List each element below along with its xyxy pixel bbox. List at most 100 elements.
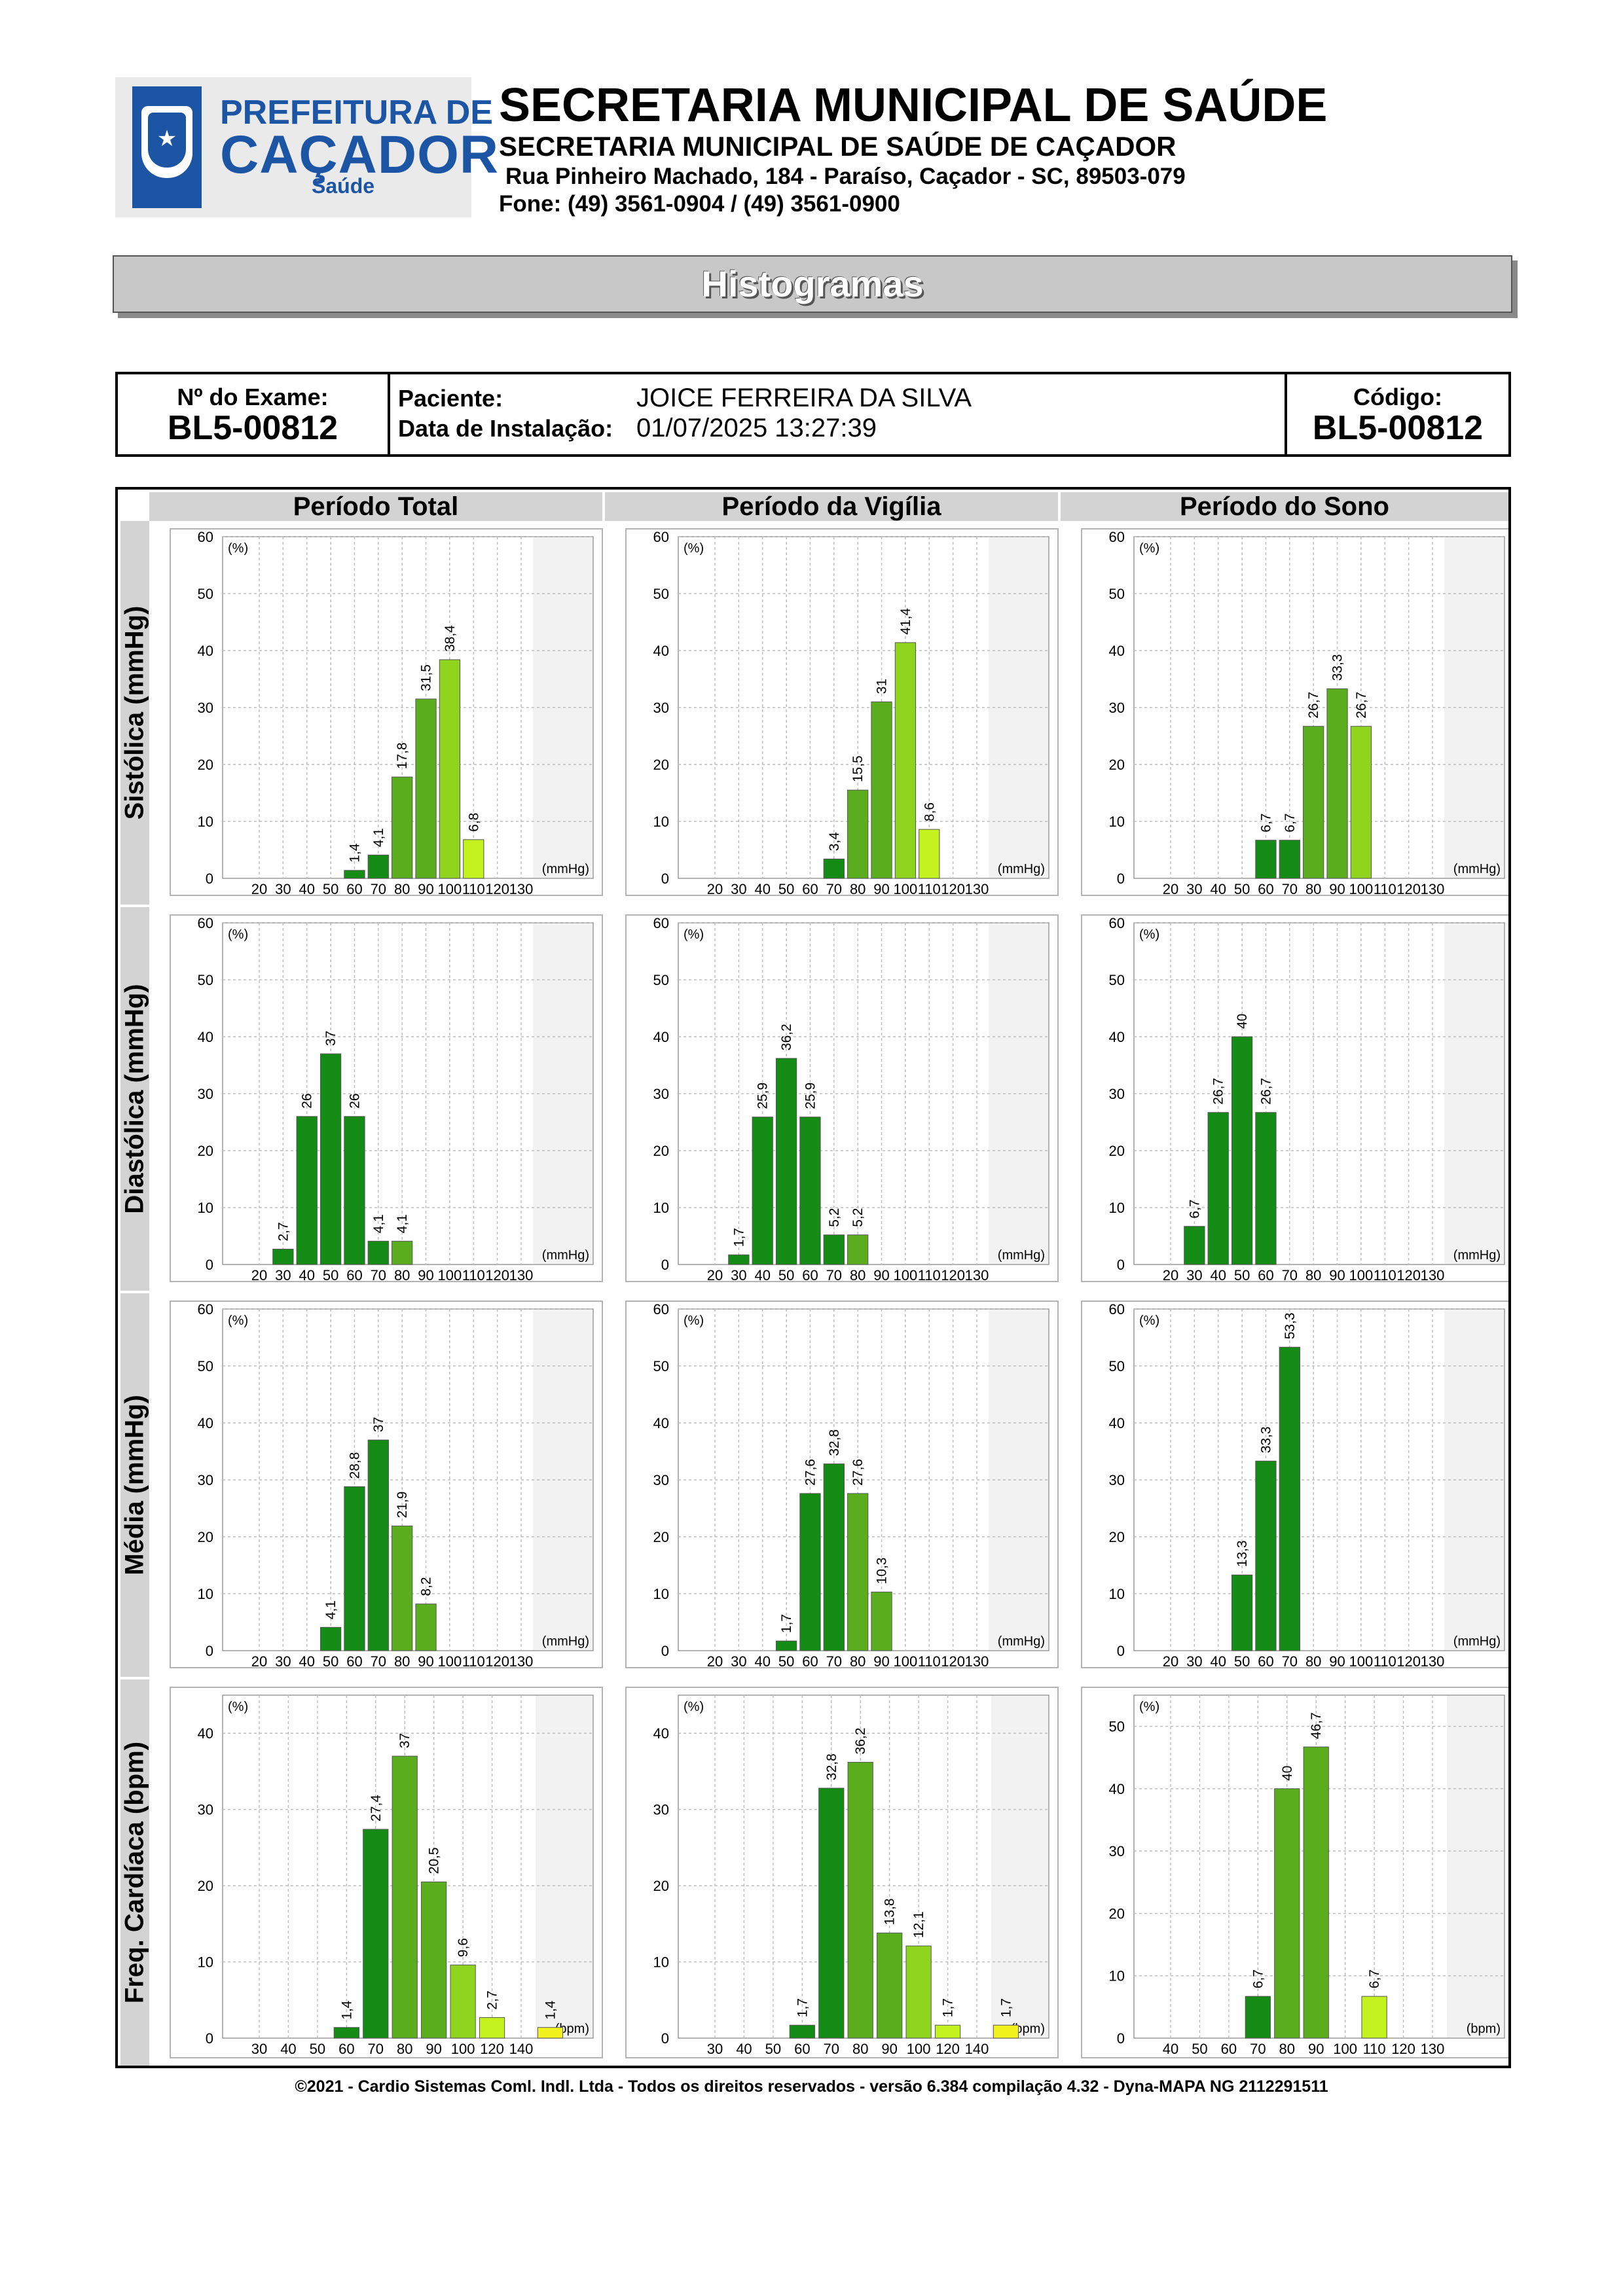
- bar-value-label: 21,9: [395, 1492, 410, 1518]
- x-axis-label: (mmHg): [998, 1634, 1045, 1649]
- x-tick-label: 110: [462, 1267, 485, 1283]
- histogram-3-2: 0 10 20 30 40 50 40 50 60 70 80 90 100 110 120 130 (%) (b…: [1081, 1687, 1508, 2058]
- row-header-media: Média (mmHg): [120, 1293, 149, 1677]
- bar-value-label: 26,7: [1354, 692, 1369, 719]
- x-tick-label: 80: [850, 1267, 866, 1283]
- x-tick-label: 90: [418, 1267, 433, 1283]
- x-tick-label: 40: [736, 2041, 752, 2057]
- y-tick-label: 10: [653, 1586, 669, 1602]
- x-tick-label: 100: [1333, 2041, 1357, 2057]
- x-tick-label: 40: [1210, 1653, 1226, 1670]
- x-tick-label: 80: [394, 1267, 410, 1283]
- x-tick-label: 110: [462, 1653, 485, 1670]
- x-tick-label: 70: [1282, 1653, 1298, 1670]
- x-tick-label: 90: [873, 1267, 889, 1283]
- histogram-grid: Período Total Período da Vigília Período…: [115, 487, 1511, 2068]
- y-axis-label: (%): [228, 1700, 248, 1714]
- install-date-label: Data de Instalação:: [398, 415, 613, 442]
- y-tick-label: 10: [653, 1200, 669, 1216]
- histogram-bar: [799, 1493, 821, 1651]
- x-tick-label: 120: [1396, 1653, 1421, 1670]
- histogram-bar: [871, 1591, 892, 1651]
- x-tick-label: 100: [894, 1267, 918, 1283]
- y-tick-label: 0: [661, 2030, 669, 2047]
- bar-value-label: 17,8: [395, 742, 410, 769]
- histogram-bar: [993, 2024, 1019, 2039]
- histogram-bar: [392, 1525, 413, 1651]
- histogram-0-0: 0 10 20 30 40 50 60 20 30 40 50 60 70 80 90 100 110 120 13…: [170, 528, 603, 897]
- x-tick-label: 70: [826, 1653, 842, 1670]
- bar-value-label: 5,2: [850, 1208, 866, 1227]
- y-tick-label: 50: [653, 586, 669, 602]
- bar-value-label: 38,4: [443, 625, 458, 652]
- x-tick-label: 50: [323, 1267, 338, 1283]
- x-tick-label: 130: [1421, 1653, 1445, 1670]
- histogram-bar: [1255, 1112, 1277, 1265]
- x-tick-label: 120: [485, 1267, 509, 1283]
- x-tick-label: 70: [371, 1267, 386, 1283]
- bar-value-label: 1,4: [543, 2000, 558, 2020]
- y-tick-label: 20: [1109, 757, 1125, 773]
- x-tick-label: 120: [1396, 881, 1421, 897]
- y-axis-label: (%): [228, 927, 248, 942]
- histogram-bar: [367, 854, 389, 879]
- bar-value-label: 1,4: [339, 2000, 354, 2020]
- x-tick-label: 50: [778, 1267, 794, 1283]
- y-tick-label: 30: [653, 1802, 669, 1818]
- x-tick-label: 110: [462, 881, 485, 897]
- y-tick-label: 0: [206, 1643, 213, 1659]
- y-tick-label: 20: [198, 757, 213, 773]
- column-header-sono: Período do Sono: [1061, 492, 1508, 521]
- histogram-bar: [752, 1117, 773, 1265]
- x-tick-label: 20: [707, 881, 723, 897]
- x-tick-label: 70: [826, 1267, 842, 1283]
- x-tick-label: 90: [1329, 1267, 1345, 1283]
- x-tick-label: 120: [1396, 1267, 1421, 1283]
- histogram-bar: [1361, 1996, 1387, 2039]
- bar-value-label: 10,3: [875, 1558, 890, 1585]
- y-tick-label: 10: [198, 1586, 213, 1602]
- x-tick-label: 70: [1250, 2041, 1266, 2057]
- histogram-bar: [1255, 1460, 1277, 1651]
- bar-value-label: 40: [1235, 1014, 1250, 1029]
- x-tick-label: 30: [1186, 1267, 1202, 1283]
- y-tick-label: 10: [653, 814, 669, 830]
- x-tick-label: 110: [918, 1653, 941, 1670]
- x-tick-label: 120: [941, 881, 965, 897]
- bar-value-label: 26,7: [1211, 1078, 1226, 1105]
- histogram-bar: [871, 701, 892, 879]
- bar-value-label: 27,6: [803, 1459, 818, 1486]
- x-tick-label: 20: [707, 1653, 723, 1670]
- histogram-bar: [344, 1486, 365, 1651]
- y-tick-label: 50: [1109, 972, 1125, 988]
- histogram-1-0: 0 10 20 30 40 50 60 20 30 40 50 60 70 80 90 100 110 120 13…: [170, 914, 603, 1283]
- x-tick-label: 80: [397, 2041, 412, 2057]
- histogram-bar: [1207, 1112, 1229, 1265]
- y-tick-label: 60: [198, 529, 213, 545]
- x-tick-label: 40: [1210, 1267, 1226, 1283]
- y-tick-label: 10: [1109, 1200, 1125, 1216]
- y-tick-label: 20: [198, 1878, 213, 1894]
- histogram-bar: [775, 1640, 797, 1651]
- histogram-bar: [1279, 840, 1300, 879]
- y-tick-label: 0: [206, 870, 213, 887]
- y-tick-label: 0: [661, 1257, 669, 1273]
- y-tick-label: 10: [198, 1954, 213, 1971]
- page-subtitle: SECRETARIA MUNICIPAL DE SAÚDE DE CAÇADOR: [499, 131, 1176, 162]
- patient-name: JOICE FERREIRA DA SILVA: [636, 384, 972, 412]
- x-tick-label: 110: [1374, 1267, 1396, 1283]
- bar-value-label: 6,7: [1283, 814, 1298, 833]
- x-tick-label: 40: [1163, 2041, 1178, 2057]
- bar-value-label: 6,8: [466, 813, 481, 832]
- histogram-0-1: 0 10 20 30 40 50 60 20 30 40 50 60 70 80 90 100 110 120 13…: [625, 528, 1059, 897]
- x-tick-label: 120: [480, 2041, 504, 2057]
- x-tick-label: 70: [371, 1653, 386, 1670]
- x-tick-label: 40: [1210, 881, 1226, 897]
- x-tick-label: 110: [918, 881, 941, 897]
- x-tick-label: 100: [438, 881, 462, 897]
- bar-value-label: 6,7: [1258, 814, 1273, 833]
- x-tick-label: 40: [754, 1653, 770, 1670]
- x-tick-label: 20: [1163, 881, 1178, 897]
- histogram-bar: [1231, 1036, 1253, 1265]
- y-axis-label: (%): [228, 1314, 248, 1328]
